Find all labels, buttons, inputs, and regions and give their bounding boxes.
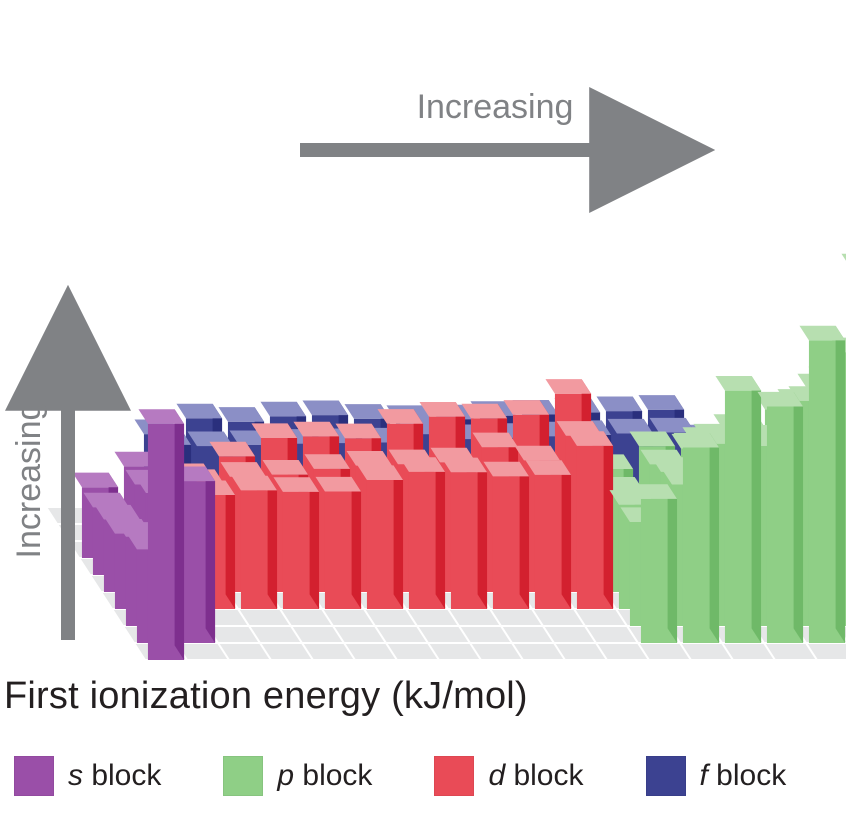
legend-swatch-s [14,756,54,796]
legend-label-p: p block [277,759,372,793]
legend-swatch-f [646,756,686,796]
legend: s block p block d block f block [14,756,786,796]
legend-item-p: p block [223,756,372,796]
arrow-horizontal-label: Increasing [417,88,574,126]
chart-caption: First ionization energy (kJ/mol) [4,675,528,718]
legend-swatch-p [223,756,263,796]
legend-label-f: f block [700,759,787,793]
legend-label-d: d block [488,759,583,793]
legend-item-d: d block [434,756,583,796]
legend-swatch-d [434,756,474,796]
chart-svg: Increasing Increasing [0,0,846,660]
arrow-vertical-label: Increasing [10,402,48,559]
legend-item-s: s block [14,756,161,796]
legend-item-f: f block [646,756,787,796]
legend-label-s: s block [68,759,161,793]
